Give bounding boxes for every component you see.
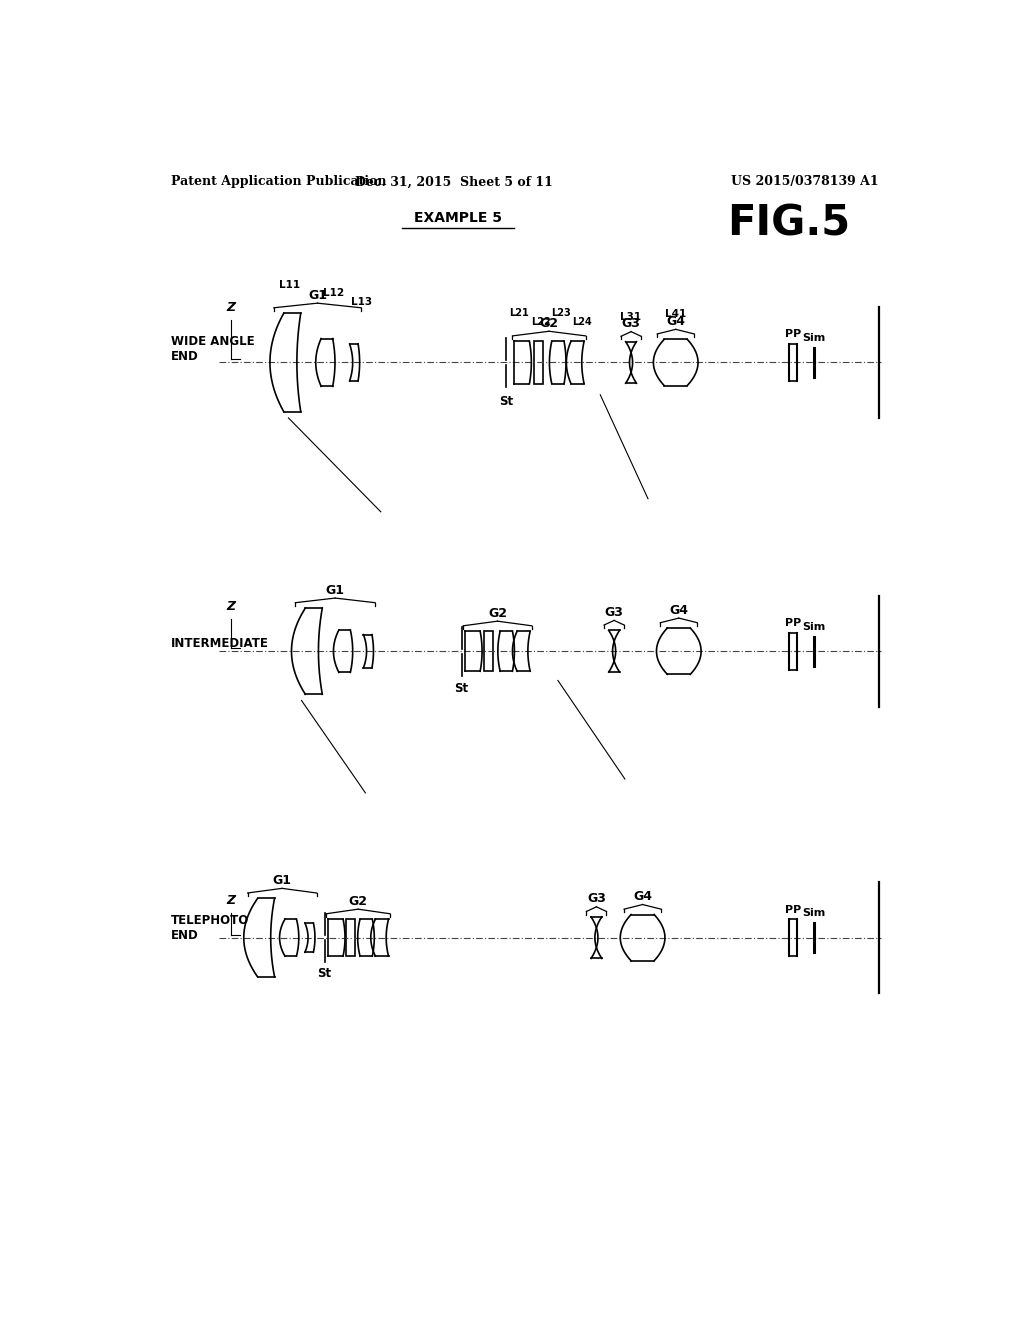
Text: G2: G2 (488, 607, 507, 619)
Text: G3: G3 (587, 892, 606, 906)
Text: G1: G1 (326, 583, 345, 597)
Text: Sim: Sim (803, 622, 826, 632)
Text: Z: Z (226, 894, 236, 907)
Text: Sim: Sim (803, 908, 826, 919)
Text: L13: L13 (351, 297, 372, 308)
Text: G3: G3 (622, 317, 640, 330)
Text: G3: G3 (605, 606, 624, 619)
Text: St: St (455, 682, 469, 696)
Text: Z: Z (226, 301, 236, 314)
Text: G2: G2 (348, 895, 368, 908)
Text: G4: G4 (670, 603, 688, 616)
Text: WIDE ANGLE
END: WIDE ANGLE END (171, 334, 254, 363)
Text: Dec. 31, 2015  Sheet 5 of 11: Dec. 31, 2015 Sheet 5 of 11 (355, 176, 553, 189)
Text: L21: L21 (509, 308, 528, 318)
Text: L31: L31 (621, 312, 642, 322)
Text: TELEPHOTO
END: TELEPHOTO END (171, 915, 249, 942)
Text: G1: G1 (272, 874, 292, 887)
Text: US 2015/0378139 A1: US 2015/0378139 A1 (731, 176, 879, 189)
Text: L23: L23 (551, 308, 570, 318)
Bar (535, 342, 544, 384)
Text: Patent Application Publication: Patent Application Publication (171, 176, 386, 189)
Text: G2: G2 (540, 317, 558, 330)
Text: INTERMEDIATE: INTERMEDIATE (171, 638, 268, 649)
Text: L11: L11 (279, 280, 300, 290)
Text: G1: G1 (308, 289, 327, 302)
Text: St: St (500, 395, 513, 408)
Bar (484, 631, 494, 671)
Text: G4: G4 (667, 314, 685, 327)
Text: L12: L12 (323, 288, 344, 298)
Text: Z: Z (226, 599, 236, 612)
Text: PP: PP (784, 330, 801, 339)
Text: L22: L22 (531, 317, 551, 326)
Text: EXAMPLE 5: EXAMPLE 5 (414, 211, 502, 226)
Bar (346, 919, 355, 956)
Text: St: St (317, 966, 332, 979)
Text: G4: G4 (633, 890, 652, 903)
Text: Sim: Sim (803, 333, 826, 343)
Text: L41: L41 (666, 309, 686, 319)
Text: FIG.5: FIG.5 (727, 203, 851, 244)
Text: PP: PP (784, 618, 801, 628)
Text: L24: L24 (572, 317, 592, 326)
Text: PP: PP (784, 904, 801, 915)
